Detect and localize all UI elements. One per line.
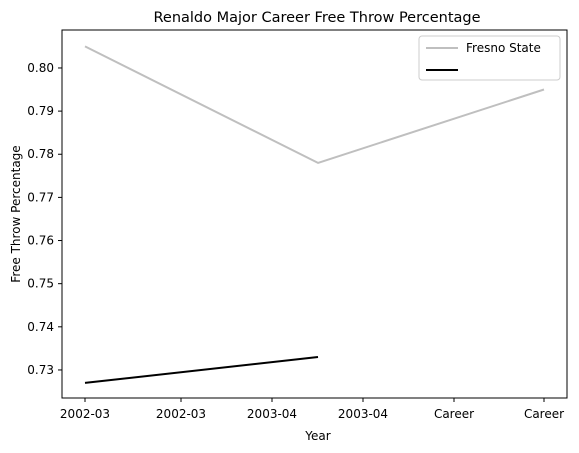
y-tick-label: 0.80: [27, 61, 54, 75]
y-tick-label: 0.76: [27, 234, 54, 248]
y-tick-label: 0.79: [27, 104, 54, 118]
legend: Fresno State: [418, 35, 561, 81]
chart-title: Renaldo Major Career Free Throw Percenta…: [153, 10, 480, 26]
series-layer: [84, 45, 545, 384]
x-tick-label: Career: [524, 407, 564, 421]
y-tick-label: 0.75: [27, 277, 54, 291]
y-tick-label: 0.73: [27, 363, 54, 377]
series-line-fresno-state: [84, 45, 545, 164]
y-tick-label: 0.74: [27, 320, 54, 334]
x-tick-label: Career: [434, 407, 474, 421]
y-axis-ticks: 0.73 0.74 0.75 0.76 0.77 0.78 0.79 0.80: [27, 61, 62, 377]
plot-frame: [61, 29, 568, 399]
y-axis-label: Free Throw Percentage: [9, 145, 23, 282]
x-tick-label: 2002-03: [60, 407, 110, 421]
x-tick-label: 2003-04: [338, 407, 388, 421]
legend-label-fresno-state: Fresno State: [466, 41, 541, 55]
x-axis-ticks: 2002-03 2002-03 2003-04 2003-04 Career Career: [60, 398, 564, 421]
series-line-unnamed: [84, 356, 319, 384]
y-tick-label: 0.77: [27, 190, 54, 204]
x-tick-label: 2002-03: [156, 407, 206, 421]
y-tick-label: 0.78: [27, 147, 54, 161]
x-tick-label: 2003-04: [247, 407, 297, 421]
x-axis-label: Year: [304, 429, 330, 443]
